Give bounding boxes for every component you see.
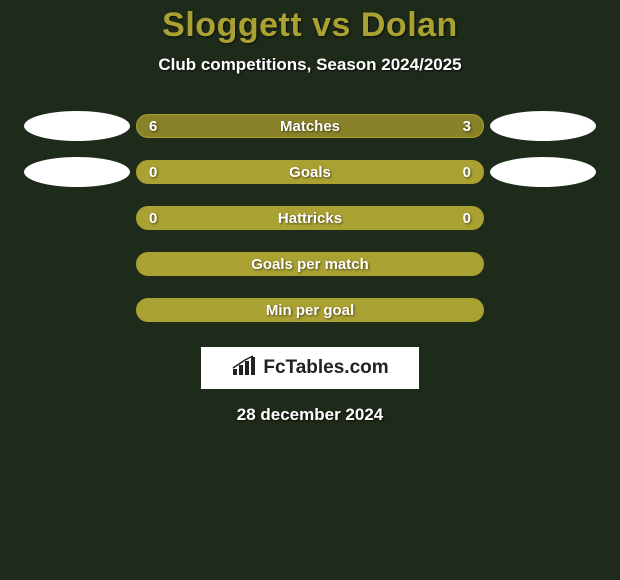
stat-row-matches: Matches6 3 <box>0 103 620 149</box>
stat-rows: Matches63Goals00Hattricks00Goals per mat… <box>0 103 620 333</box>
stat-label: Min per goal <box>137 299 483 321</box>
stat-row-goals: Goals0 0 <box>0 149 620 195</box>
stat-label: Matches <box>137 115 483 137</box>
stat-bar: Goals per match <box>136 252 484 276</box>
brand-label: FcTables.com <box>263 357 388 379</box>
player-right-marker <box>490 203 596 233</box>
stat-bar: Hattricks0 0 <box>136 206 484 230</box>
stat-value-left: 0 <box>149 161 157 183</box>
player-right-marker <box>490 249 596 279</box>
stat-value-right: 3 <box>463 115 471 137</box>
stat-row-min-per-goal: Min per goal <box>0 287 620 333</box>
stat-value-right: 0 <box>463 207 471 229</box>
page-title: Sloggett vs Dolan <box>0 0 620 45</box>
stat-value-left: 0 <box>149 207 157 229</box>
player-left-marker <box>24 203 130 233</box>
stat-label: Goals <box>137 161 483 183</box>
stat-bar: Matches6 3 <box>136 114 484 138</box>
page-subtitle: Club competitions, Season 2024/2025 <box>0 55 620 75</box>
bars-icon <box>231 355 259 382</box>
stat-bar: Min per goal <box>136 298 484 322</box>
player-left-marker <box>24 295 130 325</box>
stat-row-goals-per-match: Goals per match <box>0 241 620 287</box>
player-right-marker <box>490 157 596 187</box>
player-right-marker <box>490 295 596 325</box>
date-label: 28 december 2024 <box>0 405 620 425</box>
player-left-marker <box>24 157 130 187</box>
stat-bar: Goals0 0 <box>136 160 484 184</box>
player-left-marker <box>24 249 130 279</box>
stat-value-left: 6 <box>149 115 157 137</box>
brand-box[interactable]: FcTables.com <box>201 347 419 389</box>
stat-value-right: 0 <box>463 161 471 183</box>
comparison-widget: Sloggett vs Dolan Club competitions, Sea… <box>0 0 620 580</box>
player-right-marker <box>490 111 596 141</box>
stat-label: Goals per match <box>137 253 483 275</box>
player-left-marker <box>24 111 130 141</box>
stat-label: Hattricks <box>137 207 483 229</box>
stat-row-hattricks: Hattricks0 0 <box>0 195 620 241</box>
